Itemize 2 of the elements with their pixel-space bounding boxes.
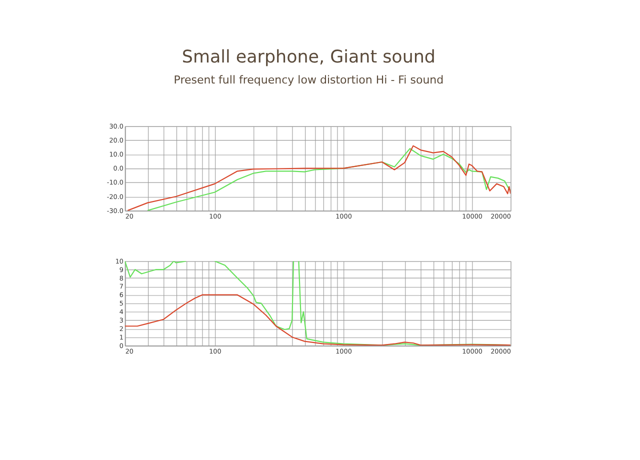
chart-title: Small earphone, Giant sound bbox=[182, 47, 436, 68]
chart-subtitle: Present full frequency low distortion Hi - Fi sound bbox=[174, 73, 444, 86]
